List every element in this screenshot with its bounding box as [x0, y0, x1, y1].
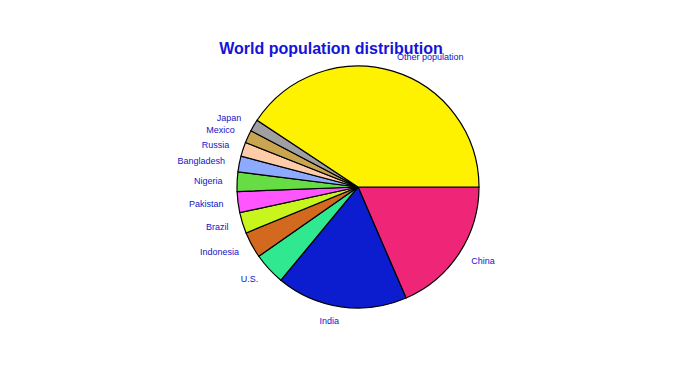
slice-label: Nigeria [194, 176, 223, 186]
slice-label: U.S. [241, 274, 259, 284]
slice-label: Russia [202, 140, 230, 150]
chart: World population distributionChinaIndiaU… [0, 0, 678, 381]
labels: China India U.S. Indonesia Brazil Pakistan Nig… [177, 52, 494, 326]
slice-label: Bangladesh [177, 156, 225, 166]
slice-label: Other population [397, 52, 464, 62]
slices [237, 66, 479, 308]
slice-label: India [319, 316, 339, 326]
slice-label: Brazil [206, 222, 229, 232]
slice-label: Indonesia [200, 247, 239, 257]
slice-label: China [471, 256, 495, 266]
slice-label: Pakistan [189, 199, 224, 209]
slice [257, 66, 479, 187]
slice-label: Japan [217, 113, 242, 123]
slice-label: Mexico [206, 125, 235, 135]
